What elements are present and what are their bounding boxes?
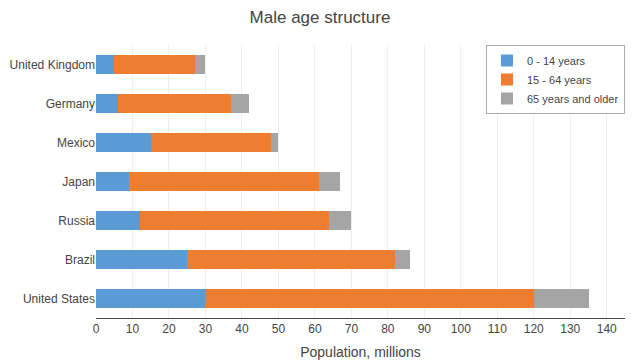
svg-text:140: 140 — [597, 322, 617, 336]
svg-text:Population, millions: Population, millions — [300, 344, 421, 360]
svg-text:15 - 64 years: 15 - 64 years — [527, 74, 592, 86]
svg-text:United Kingdom: United Kingdom — [10, 58, 95, 72]
svg-text:20: 20 — [162, 322, 176, 336]
svg-text:120: 120 — [524, 322, 544, 336]
svg-text:Germany: Germany — [46, 97, 95, 111]
svg-text:90: 90 — [418, 322, 432, 336]
svg-text:United States: United States — [23, 292, 95, 306]
svg-text:Russia: Russia — [58, 214, 95, 228]
svg-text:65 years and older: 65 years and older — [527, 93, 618, 105]
svg-text:50: 50 — [272, 322, 286, 336]
svg-text:Male age structure: Male age structure — [250, 8, 391, 27]
svg-text:80: 80 — [381, 322, 395, 336]
svg-text:Japan: Japan — [62, 175, 95, 189]
svg-text:Brazil: Brazil — [65, 253, 95, 267]
svg-text:130: 130 — [560, 322, 580, 336]
svg-text:70: 70 — [345, 322, 359, 336]
svg-text:0 - 14 years: 0 - 14 years — [527, 55, 586, 67]
svg-text:0: 0 — [93, 322, 100, 336]
svg-text:10: 10 — [126, 322, 140, 336]
svg-text:100: 100 — [451, 322, 471, 336]
svg-text:40: 40 — [235, 322, 249, 336]
svg-text:Mexico: Mexico — [57, 136, 95, 150]
svg-text:110: 110 — [488, 322, 507, 336]
svg-text:60: 60 — [308, 322, 322, 336]
svg-text:30: 30 — [199, 322, 213, 336]
